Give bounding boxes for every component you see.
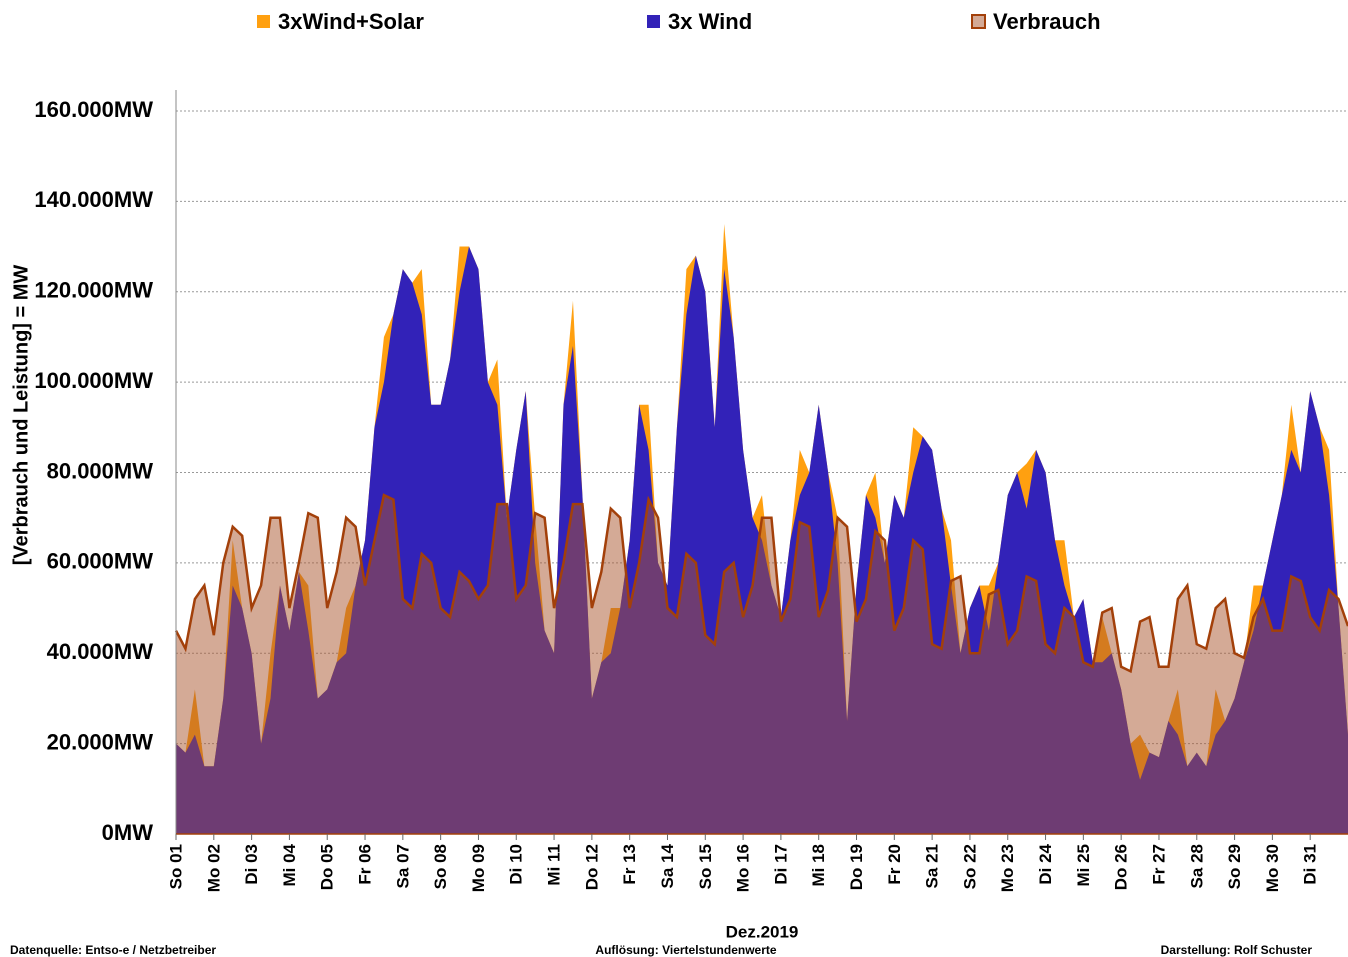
x-tick-label: Sa 07: [393, 844, 412, 888]
x-tick-label: Mo 02: [204, 844, 223, 892]
x-tick-label: Sa 28: [1187, 844, 1206, 888]
x-tick-label: So 22: [960, 844, 979, 889]
y-tick-label: 140.000MW: [34, 187, 153, 212]
x-tick-label: So 15: [696, 844, 715, 889]
legend-swatch: [971, 14, 986, 29]
x-tick-label: So 01: [166, 844, 185, 889]
x-tick-label: Do 26: [1112, 844, 1131, 890]
x-tick-label: Di 24: [1036, 843, 1055, 884]
x-tick-label: Mi 18: [809, 844, 828, 887]
y-tick-label: 120.000MW: [34, 278, 153, 303]
x-tick-label: Do 05: [318, 844, 337, 890]
x-tick-label: Do 12: [582, 844, 601, 890]
x-axis-label: Dez.2019: [726, 922, 799, 941]
x-tick-label: Mo 30: [1263, 844, 1282, 892]
x-tick-label: Mi 04: [280, 843, 299, 886]
y-tick-label: 80.000MW: [47, 458, 154, 483]
x-tick-label: Mo 09: [469, 844, 488, 892]
legend-label: 3xWind+Solar: [278, 9, 424, 34]
x-tick-label: Di 31: [1301, 844, 1320, 885]
x-tick-label: Mo 16: [734, 844, 753, 892]
x-tick-label: Sa 14: [658, 843, 677, 888]
x-tick-label: Fr 20: [885, 844, 904, 885]
x-tick-label: Sa 21: [923, 844, 942, 888]
x-tick-label: Mo 23: [998, 844, 1017, 892]
line: [174, 493, 1348, 674]
x-tick-label: Mi 25: [1074, 844, 1093, 887]
y-tick-label: 20.000MW: [47, 729, 154, 754]
legend-swatch: [647, 15, 660, 28]
y-axis-label: [Verbrauch und Leistung] = MW: [10, 265, 32, 566]
y-tick-label: 60.000MW: [47, 549, 154, 574]
x-tick-label: Di 10: [507, 844, 526, 885]
legend-swatch: [257, 15, 270, 28]
legend-label: Verbrauch: [993, 9, 1101, 34]
y-tick-label: 0MW: [102, 820, 154, 845]
x-tick-label: Fr 27: [1149, 844, 1168, 885]
x-tick-label: Di 03: [242, 844, 261, 885]
x-tick-label: Fr 06: [356, 844, 375, 885]
footer-resolution: Auflösung: Viertelstundenwerte: [595, 943, 776, 957]
footer-source: Datenquelle: Entso-e / Netzbetreiber: [10, 943, 216, 957]
area: [176, 495, 1348, 834]
x-tick-label: Di 17: [771, 844, 790, 885]
x-tick-label: Do 19: [847, 844, 866, 890]
y-tick-label: 160.000MW: [34, 97, 153, 122]
footer-author: Darstellung: Rolf Schuster: [1161, 943, 1313, 957]
x-tick-label: Fr 13: [620, 844, 639, 885]
legend-label: 3x Wind: [668, 9, 752, 34]
x-tick-label: So 08: [431, 844, 450, 889]
y-tick-label: 100.000MW: [34, 368, 153, 393]
y-tick-label: 40.000MW: [47, 639, 154, 664]
x-tick-label: Mi 11: [545, 844, 564, 886]
x-tick-label: So 29: [1225, 844, 1244, 889]
